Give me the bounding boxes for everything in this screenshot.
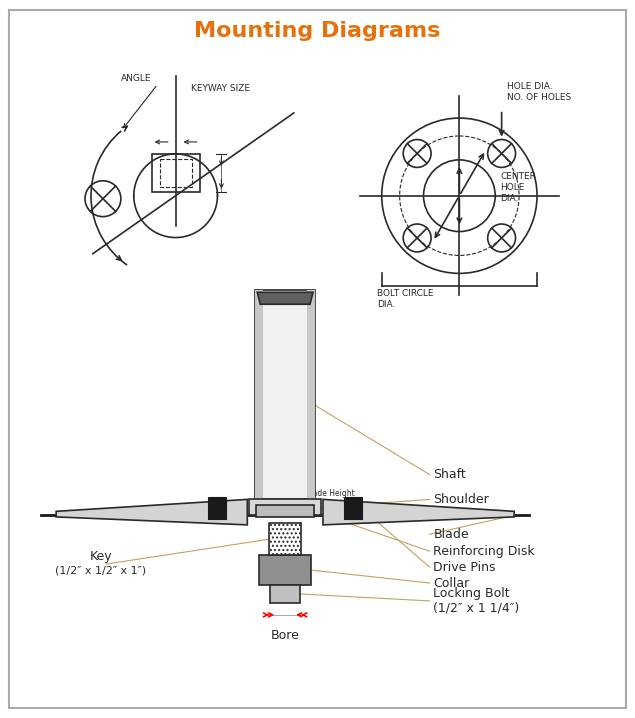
Text: Drive Pins: Drive Pins bbox=[434, 561, 496, 574]
Text: Shaft: Shaft bbox=[434, 468, 466, 481]
Bar bbox=[250, 500, 321, 516]
Text: Shoulder: Shoulder bbox=[434, 493, 489, 506]
Text: (1/2″ x 1/2″ x 1″): (1/2″ x 1/2″ x 1″) bbox=[55, 565, 147, 575]
Text: Key: Key bbox=[90, 550, 112, 563]
Polygon shape bbox=[323, 500, 514, 525]
Text: Blade: Blade bbox=[434, 528, 469, 541]
Polygon shape bbox=[257, 292, 313, 304]
Text: HOLE DIA.
NO. OF HOLES: HOLE DIA. NO. OF HOLES bbox=[507, 82, 571, 102]
Text: KEYWAY SIZE: KEYWAY SIZE bbox=[190, 84, 250, 93]
Text: Locking Bolt
(1/2″ x 1 1/4″): Locking Bolt (1/2″ x 1 1/4″) bbox=[434, 587, 519, 615]
Text: Max Blade Height: Max Blade Height bbox=[287, 490, 355, 498]
Text: Reinforcing Disk: Reinforcing Disk bbox=[434, 545, 535, 558]
Text: CENTER
HOLE
DIA.: CENTER HOLE DIA. bbox=[500, 172, 536, 203]
Bar bbox=[257, 505, 314, 517]
Bar bbox=[271, 585, 300, 603]
Text: Mounting Diagrams: Mounting Diagrams bbox=[194, 22, 440, 42]
Bar bbox=[152, 154, 199, 192]
Bar bbox=[344, 498, 362, 519]
Text: ANGLE: ANGLE bbox=[121, 74, 151, 83]
Bar bbox=[255, 290, 264, 500]
Bar bbox=[159, 159, 192, 187]
Bar bbox=[259, 555, 311, 585]
Text: Bore: Bore bbox=[271, 629, 300, 642]
Bar bbox=[307, 290, 315, 500]
Bar bbox=[255, 290, 315, 500]
Bar bbox=[208, 498, 227, 519]
Text: Collar: Collar bbox=[434, 577, 470, 589]
Polygon shape bbox=[56, 500, 247, 525]
Text: BOLT CIRCLE
DIA.: BOLT CIRCLE DIA. bbox=[377, 289, 433, 309]
Bar bbox=[269, 523, 301, 555]
